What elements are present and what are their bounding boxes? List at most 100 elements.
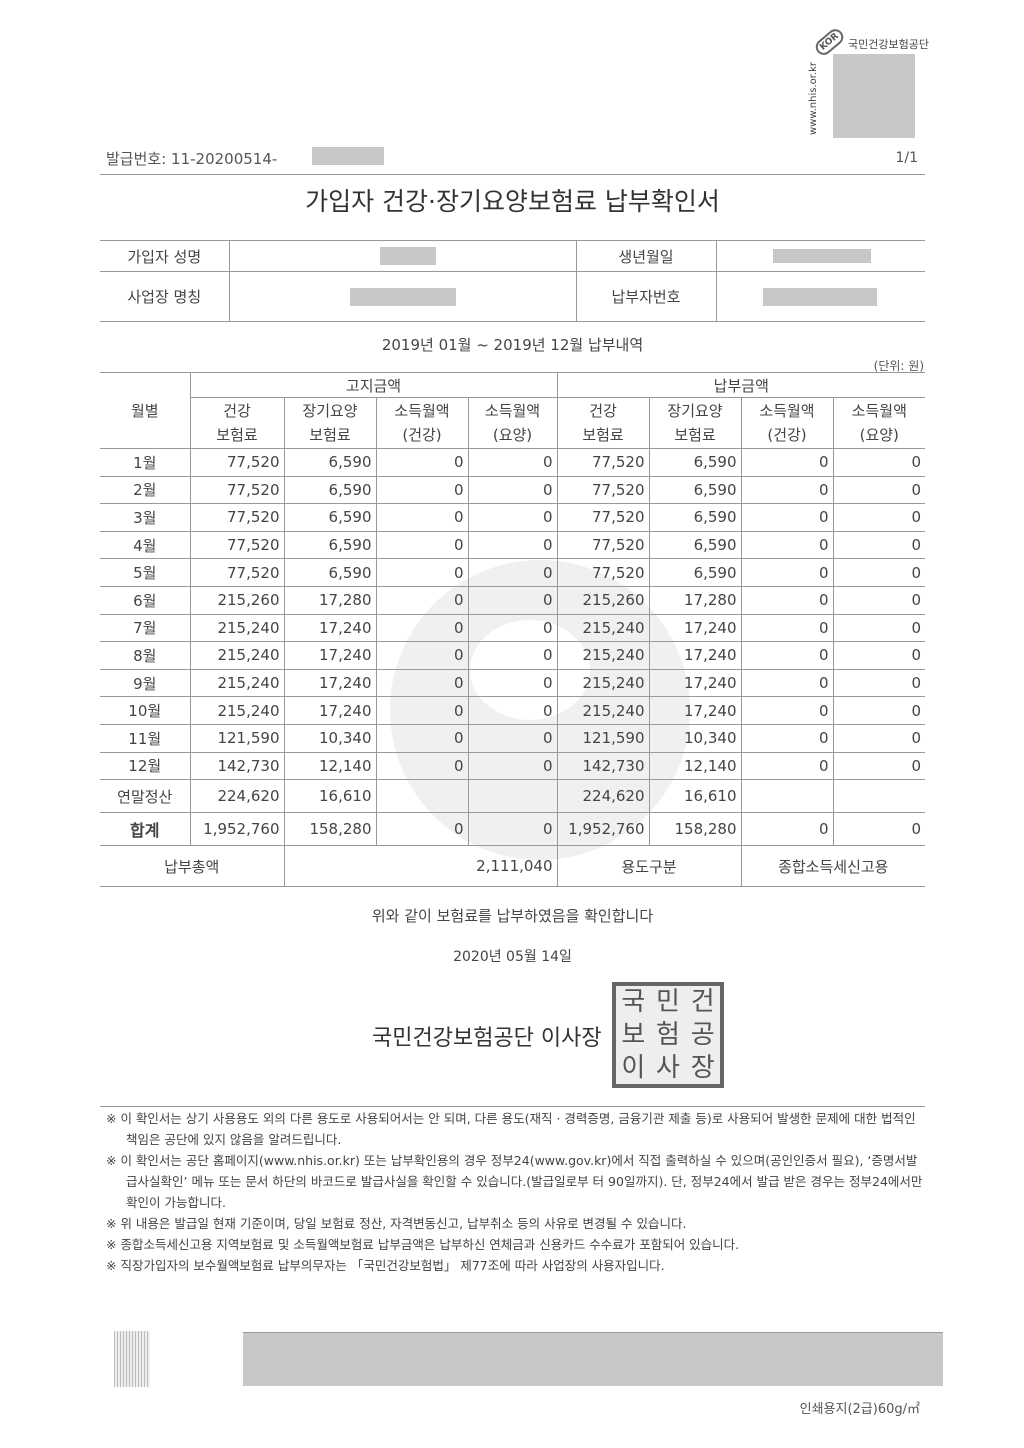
amount-cell: 142,730 xyxy=(189,751,285,781)
month-cell: 10월 xyxy=(100,696,191,725)
birth-value xyxy=(715,240,925,272)
amount-cell: 0 xyxy=(375,448,469,477)
payment-period: 2019년 01월 ~ 2019년 12월 납부내역 xyxy=(381,336,644,354)
table-row: 8월 215,240 17,240 0 0 215,240 17,240 0 0 xyxy=(100,641,926,670)
amount-cell: 6,590 xyxy=(283,530,377,560)
amount-cell: 0 xyxy=(832,558,926,587)
org-logo-text: 국민건강보험공단 xyxy=(848,38,929,51)
amount-cell: 0 xyxy=(740,668,834,698)
amount-cell: 142,730 xyxy=(556,751,650,781)
amount-cell: 0 xyxy=(375,812,469,847)
workplace-label: 사업장 명칭 xyxy=(100,271,230,322)
amount-cell: 0 xyxy=(832,812,926,847)
column-header: 소득월액 (요양) xyxy=(467,397,558,449)
amount-cell: 17,240 xyxy=(648,696,742,725)
issue-date: 2020년 05월 14일 xyxy=(453,949,572,965)
payer-no-label: 납부자번호 xyxy=(575,271,717,322)
column-header: 소득월액 (건강) xyxy=(375,397,469,449)
amount-cell xyxy=(467,779,558,814)
amount-cell: 6,590 xyxy=(283,558,377,587)
total-value: 2,111,040 xyxy=(283,845,558,888)
amount-cell: 17,240 xyxy=(648,641,742,670)
notice-amount-header: 고지금액 xyxy=(189,372,558,398)
barcode xyxy=(114,1331,150,1387)
amount-cell: 12,140 xyxy=(648,751,742,781)
month-cell: 2월 xyxy=(100,475,191,505)
purpose-value: 종합소득세신고용 xyxy=(740,845,926,888)
amount-cell: 6,590 xyxy=(648,475,742,505)
confirmation-text: 위와 같이 보험료를 납부하였음을 확인합니다 xyxy=(371,907,654,925)
redacted-qr-code xyxy=(833,54,915,138)
amount-cell xyxy=(740,779,834,814)
amount-cell xyxy=(832,779,926,814)
amount-cell: 16,610 xyxy=(648,779,742,814)
amount-cell: 215,240 xyxy=(556,696,650,725)
amount-cell: 77,520 xyxy=(556,448,650,477)
amount-cell: 6,590 xyxy=(648,558,742,587)
table-row: 10월 215,240 17,240 0 0 215,240 17,240 0 0 xyxy=(100,696,926,725)
column-header-line: (요양) xyxy=(859,426,899,444)
amount-cell: 6,590 xyxy=(648,448,742,477)
amount-cell: 0 xyxy=(740,503,834,532)
amount-cell: 77,520 xyxy=(189,503,285,532)
amount-cell: 17,240 xyxy=(283,613,377,643)
amount-cell: 158,280 xyxy=(648,812,742,847)
amount-cell: 0 xyxy=(832,696,926,725)
table-row: 12월 142,730 12,140 0 0 142,730 12,140 0 0 xyxy=(100,751,926,781)
issuer-name: 국민건강보험공단 이사장 xyxy=(372,1026,602,1051)
amount-cell: 215,260 xyxy=(556,585,650,615)
column-header-line: 건강 xyxy=(589,402,617,420)
redacted-issue-suffix xyxy=(312,147,384,165)
notes-section: ※ 이 확인서는 상기 사용용도 외의 다른 용도로 사용되어서는 안 되며, … xyxy=(106,1108,926,1276)
column-header-line: 보험료 xyxy=(309,426,351,444)
column-header-line: 장기요양 xyxy=(667,402,723,420)
amount-cell: 77,520 xyxy=(189,448,285,477)
payment-table: 월별 고지금액 납부금액 건강 보험료 장기요양 보험료 소득월액 (건강) 소득월액 (요양) 건강… xyxy=(100,372,926,888)
amount-cell: 215,240 xyxy=(556,641,650,670)
total-row: 납부총액 2,111,040 용도구분 종합소득세신고용 xyxy=(100,845,926,888)
amount-cell: 0 xyxy=(467,448,558,477)
table-row: 4월 77,520 6,590 0 0 77,520 6,590 0 0 xyxy=(100,530,926,560)
column-header-line: 보험료 xyxy=(216,426,258,444)
month-header: 월별 xyxy=(100,372,191,449)
divider xyxy=(100,1106,925,1107)
table-row: 3월 77,520 6,590 0 0 77,520 6,590 0 0 xyxy=(100,503,926,532)
amount-cell: 17,280 xyxy=(283,585,377,615)
name-value xyxy=(228,240,577,272)
amount-cell: 6,590 xyxy=(648,503,742,532)
column-header: 소득월액 (요양) xyxy=(832,397,926,449)
amount-cell: 77,520 xyxy=(189,530,285,560)
amount-cell: 0 xyxy=(740,448,834,477)
amount-cell: 12,140 xyxy=(283,751,377,781)
column-header-line: (건강) xyxy=(767,426,807,444)
amount-cell: 17,240 xyxy=(283,668,377,698)
amount-cell: 215,240 xyxy=(556,668,650,698)
month-cell: 3월 xyxy=(100,503,191,532)
amount-cell: 0 xyxy=(832,613,926,643)
seal-character: 민 xyxy=(656,987,680,1017)
amount-cell: 0 xyxy=(375,641,469,670)
seal-character: 공 xyxy=(690,1020,715,1050)
amount-cell: 224,620 xyxy=(189,779,285,814)
amount-cell: 77,520 xyxy=(556,475,650,505)
note-item: ※ 이 확인서는 상기 사용용도 외의 다른 용도로 사용되어서는 안 되며, … xyxy=(106,1111,916,1147)
amount-cell: 17,240 xyxy=(648,613,742,643)
amount-cell: 0 xyxy=(740,530,834,560)
amount-cell: 17,240 xyxy=(283,696,377,725)
column-header-line: (건강) xyxy=(402,426,442,444)
payer-no-value xyxy=(715,271,925,322)
header-row: 월별 고지금액 납부금액 xyxy=(100,372,926,449)
column-header-line: 소득월액 xyxy=(484,402,541,420)
amount-cell: 215,240 xyxy=(189,641,285,670)
column-header: 장기요양 보험료 xyxy=(648,397,742,449)
redacted-payer-no xyxy=(762,287,877,306)
amount-cell: 215,260 xyxy=(189,585,285,615)
seal-character: 험 xyxy=(656,1020,680,1050)
amount-cell: 1,952,760 xyxy=(189,812,285,847)
column-header-line: 건강 xyxy=(223,402,251,420)
amount-cell: 121,590 xyxy=(189,723,285,753)
amount-cell: 215,240 xyxy=(189,696,285,725)
subscriber-info-table: 가입자 성명 생년월일 사업장 명칭 납부자번호 xyxy=(100,240,925,322)
amount-cell: 0 xyxy=(832,668,926,698)
